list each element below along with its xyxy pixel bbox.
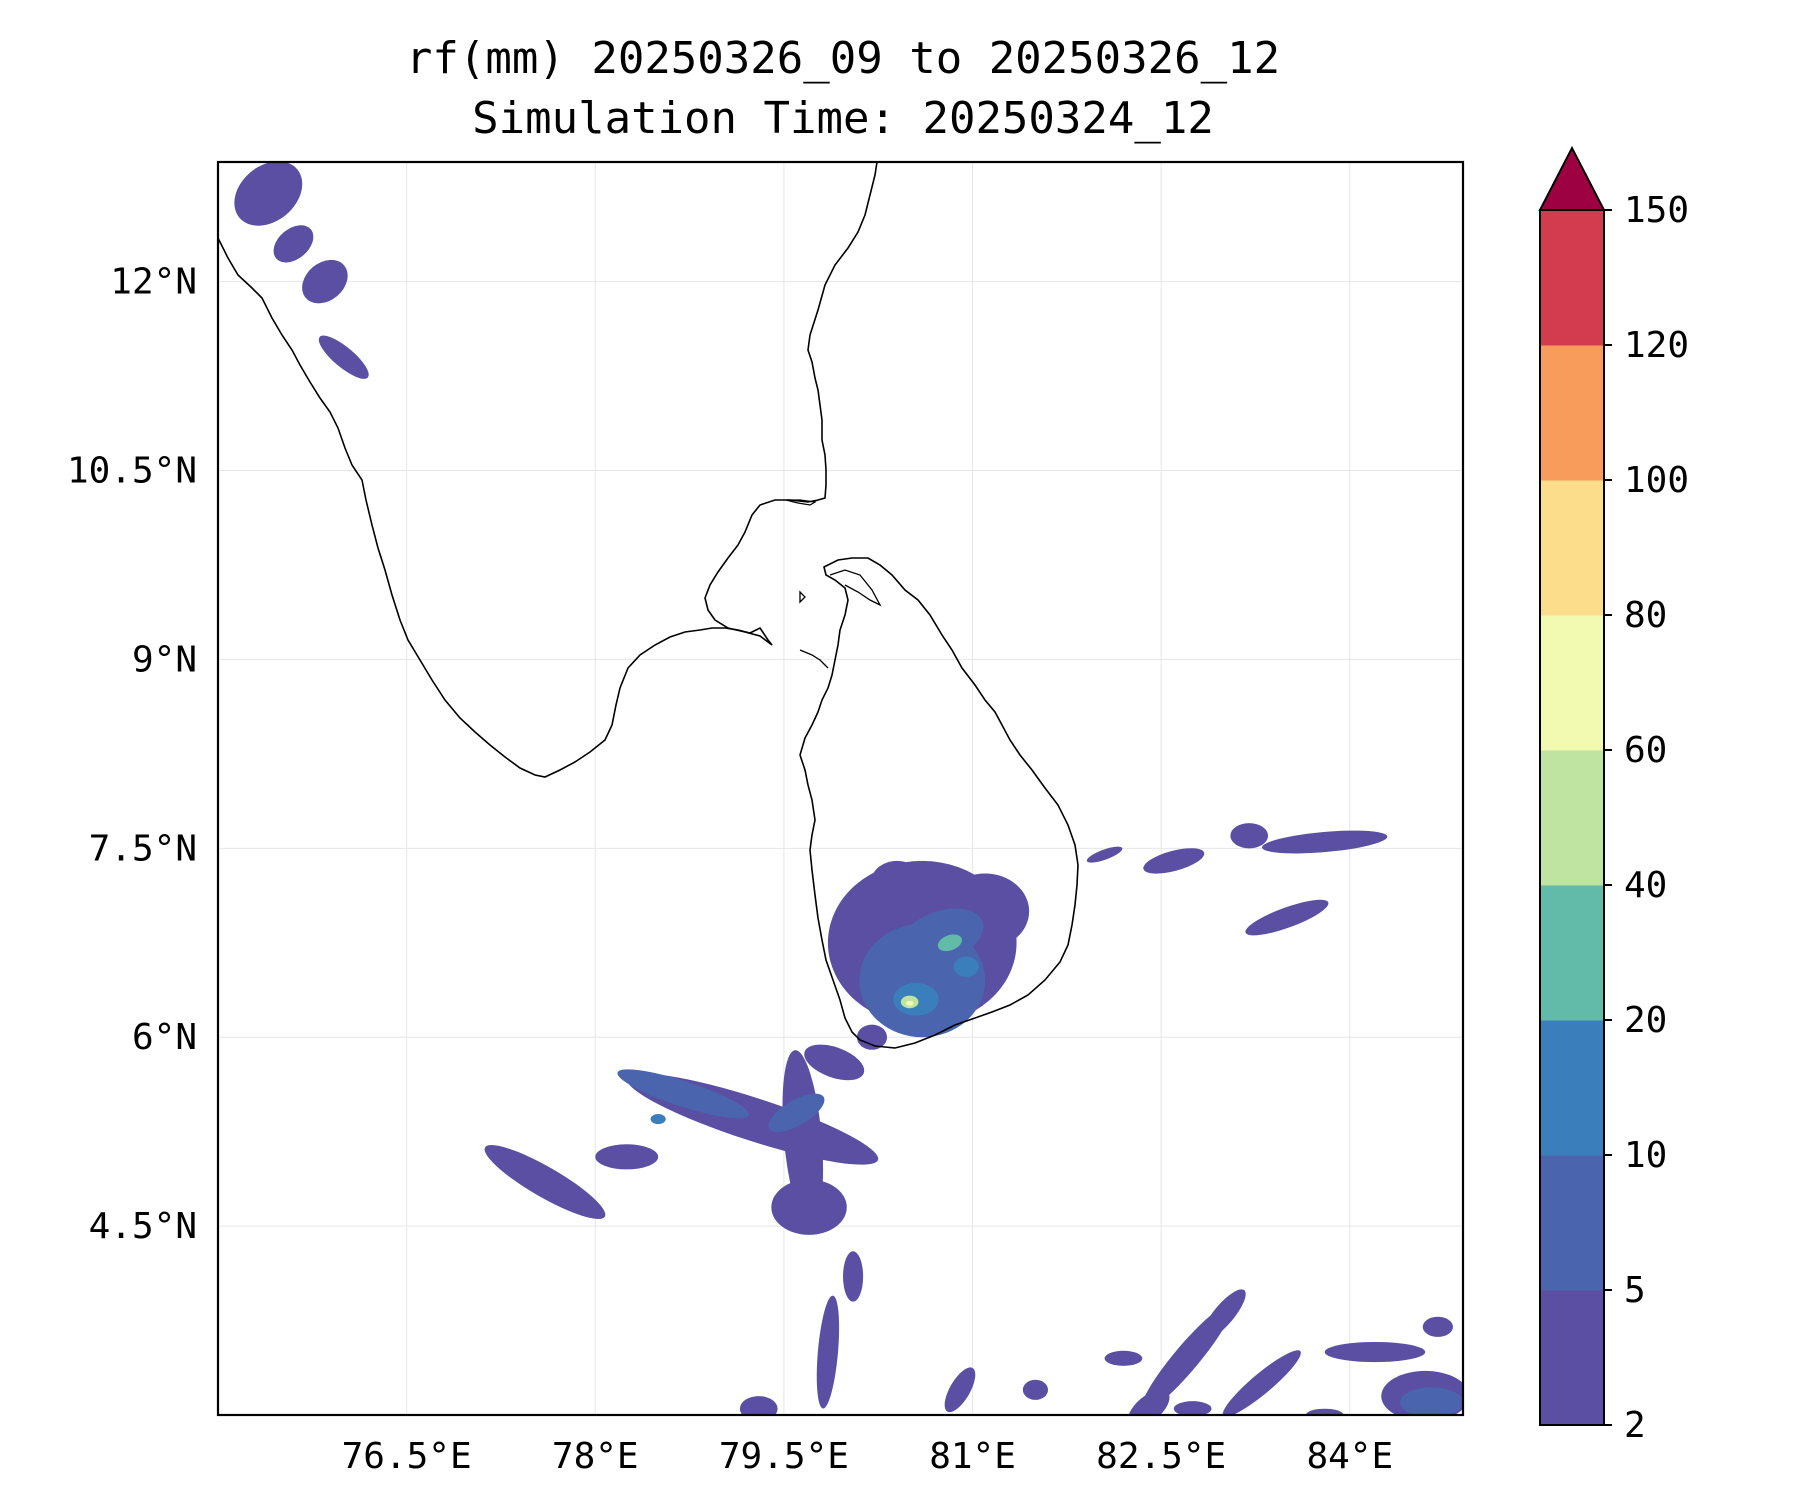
india-coastline xyxy=(218,237,773,778)
rain-cell xyxy=(871,860,923,899)
rain-cell xyxy=(273,225,314,263)
rain-cell xyxy=(1324,1341,1426,1363)
rain-cell xyxy=(1245,899,1329,936)
rain-cell xyxy=(234,162,303,226)
colorbar-segment xyxy=(1540,210,1604,346)
rain-cell xyxy=(1305,1408,1344,1415)
x-tick-label: 79.5°E xyxy=(719,1436,849,1477)
rain-cell xyxy=(771,1179,847,1235)
map-frame xyxy=(216,160,1465,1417)
rain-cell xyxy=(937,934,963,952)
colorbar-segment xyxy=(1540,480,1604,616)
x-tick-label: 76.5°E xyxy=(342,1436,472,1477)
colorbar-tick-label: 20 xyxy=(1624,1000,1667,1041)
coastline xyxy=(218,162,1079,1049)
rain-cell xyxy=(944,1367,976,1413)
rain-cell xyxy=(1104,1350,1143,1366)
y-tick-label: 6°N xyxy=(132,1017,197,1058)
colorbar-tick-label: 150 xyxy=(1624,190,1689,231)
rain-cell xyxy=(1222,1350,1301,1415)
map-panel: 76.5°E 78°E 79.5°E 81°E 82.5°E 84°E 4.5°N 6°N 7… xyxy=(67,160,1465,1477)
rain-cell xyxy=(1202,1289,1246,1340)
rain-cell xyxy=(804,1044,865,1081)
y-tick-label: 9°N xyxy=(132,639,197,680)
rain-cell xyxy=(898,908,984,965)
y-tick-label: 4.5°N xyxy=(89,1206,197,1247)
rain-cell xyxy=(302,259,348,304)
colorbar-segment xyxy=(1540,1020,1604,1156)
rain-cell xyxy=(1086,846,1123,863)
colorbar-tick-label: 80 xyxy=(1624,595,1667,636)
rain-cell xyxy=(1127,1389,1170,1415)
y-tick-label: 10.5°N xyxy=(67,451,197,492)
rain-cell xyxy=(739,1396,778,1415)
colorbar-tick-label: 60 xyxy=(1624,730,1667,771)
rainfall-contours xyxy=(234,162,1463,1415)
colorbar-segment xyxy=(1540,1155,1604,1291)
x-tick-label: 82.5°E xyxy=(1096,1436,1226,1477)
map-title: rf(mm) 20250326_09 to 20250326_12 xyxy=(405,33,1281,84)
colorbar-segment xyxy=(1540,750,1604,886)
x-tick-label: 81°E xyxy=(929,1436,1016,1477)
x-tick-label: 84°E xyxy=(1306,1436,1393,1477)
rain-cell xyxy=(1143,848,1205,874)
palk-bay-coastline xyxy=(704,162,878,646)
rain-cell xyxy=(905,1000,914,1006)
rain-cell xyxy=(1262,830,1388,854)
y-tick-label: 7.5°N xyxy=(89,828,197,869)
colorbar-tick-label: 120 xyxy=(1624,325,1689,366)
colorbar-tick-label: 40 xyxy=(1624,865,1667,906)
rain-cell xyxy=(816,1295,840,1409)
colorbar-segment xyxy=(1540,615,1604,751)
colorbar-segment xyxy=(1540,885,1604,1021)
rain-cell xyxy=(650,1114,666,1125)
colorbar-frame xyxy=(1539,209,1605,1426)
island-coastline xyxy=(785,499,817,506)
colorbar-tick-label: 5 xyxy=(1624,1270,1646,1311)
rain-cell xyxy=(768,1093,825,1132)
gulf-of-mannar-shoal xyxy=(799,649,829,669)
rain-cell xyxy=(1422,1316,1453,1337)
rain-cell xyxy=(856,1024,888,1050)
rain-cell xyxy=(1173,1401,1212,1415)
rain-cell xyxy=(318,335,369,379)
colorbar-extend-arrow xyxy=(1538,145,1606,211)
rain-cell xyxy=(595,1144,659,1170)
colorbar: 2 5 10 20 40 60 80 100 120 150 xyxy=(1538,145,1689,1446)
map-subtitle: Simulation Time: 20250324_12 xyxy=(472,93,1214,144)
rain-cell xyxy=(843,1251,864,1302)
y-tick-label: 12°N xyxy=(110,262,197,303)
rain-cell xyxy=(1400,1387,1463,1415)
map-background xyxy=(218,162,1463,1415)
colorbar-tick-label: 2 xyxy=(1624,1405,1646,1446)
longitude-axis: 76.5°E 78°E 79.5°E 81°E 82.5°E 84°E xyxy=(342,1436,1394,1477)
colorbar-segment xyxy=(1540,345,1604,481)
rain-cell xyxy=(953,956,979,977)
jaffna-lagoon-coastline xyxy=(829,569,882,607)
colorbar-segment xyxy=(1540,1290,1604,1426)
rain-cell xyxy=(484,1145,606,1220)
x-tick-label: 78°E xyxy=(552,1436,639,1477)
island-coastline xyxy=(799,590,806,604)
rain-cell xyxy=(1022,1379,1048,1400)
latitude-axis: 4.5°N 6°N 7.5°N 9°N 10.5°N 12°N xyxy=(67,262,197,1247)
colorbar-tick-label: 10 xyxy=(1624,1135,1667,1176)
rain-cell xyxy=(1230,823,1269,849)
rain-cell xyxy=(617,1069,750,1119)
colorbar-tick-label: 100 xyxy=(1624,460,1689,501)
sri-lanka-coastline xyxy=(799,557,1079,1049)
